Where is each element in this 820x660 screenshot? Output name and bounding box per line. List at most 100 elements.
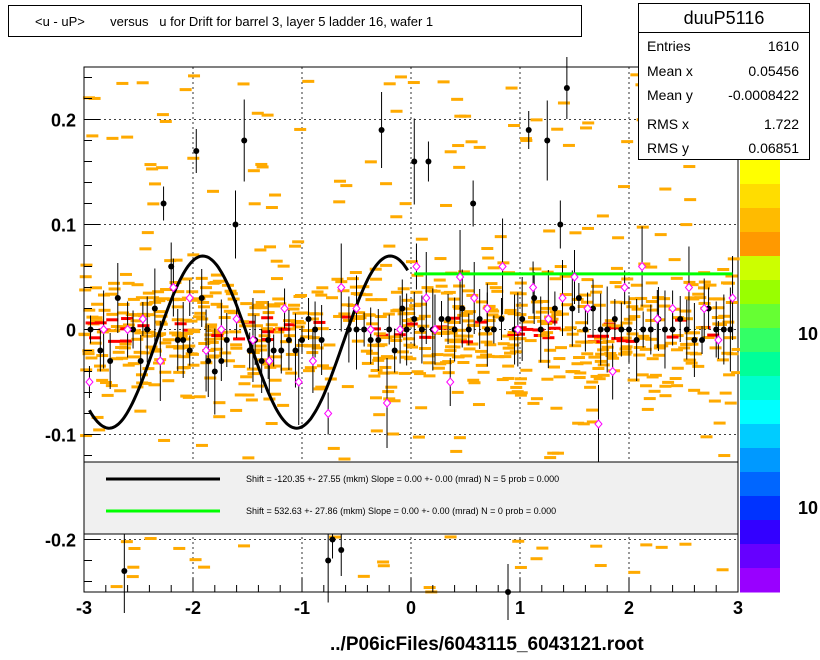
- hist-cell: [514, 377, 527, 381]
- hist-cell: [457, 270, 470, 274]
- hist-cell: [82, 352, 95, 356]
- z-axis-label: 10: [798, 324, 818, 344]
- hist-cell: [639, 347, 652, 351]
- hist-cell: [502, 364, 515, 368]
- data-point-magenta: [85, 377, 94, 387]
- hist-cell: [112, 350, 125, 354]
- hist-cell: [509, 291, 522, 295]
- data-point-magenta: [498, 261, 507, 272]
- hist-cell: [148, 182, 161, 186]
- hist-cell: [160, 288, 173, 292]
- hist-cell: [461, 334, 474, 338]
- hist-cell: [577, 304, 590, 308]
- hist-cell: [368, 374, 381, 378]
- color-scale-band: [740, 448, 780, 473]
- hist-cell: [671, 384, 684, 388]
- hist-cell: [204, 376, 217, 380]
- hist-cell: [125, 313, 138, 317]
- hist-cell: [499, 355, 512, 359]
- hist-cell: [242, 393, 255, 397]
- stats-row-mean-y: Mean y -0.0008422: [639, 83, 809, 107]
- data-point-black: [299, 337, 305, 343]
- hist-cell: [649, 373, 662, 377]
- hist-cell: [131, 283, 144, 287]
- hist-cell: [270, 277, 283, 281]
- hist-cell: [537, 319, 550, 323]
- stats-row-mean-x: Mean x 0.05456: [639, 59, 809, 83]
- data-point-black: [720, 326, 727, 333]
- hist-cell: [481, 247, 494, 251]
- hist-cell: [648, 389, 661, 393]
- hist-cell: [514, 326, 527, 330]
- hist-cell: [111, 357, 124, 361]
- hist-cell: [197, 300, 210, 304]
- hist-cell: [255, 300, 268, 304]
- data-point-black: [205, 358, 212, 364]
- hist-cell: [122, 323, 135, 327]
- hist-cell: [289, 244, 302, 248]
- hist-cell: [297, 311, 310, 315]
- hist-cell: [94, 321, 107, 325]
- hist-cell: [492, 315, 505, 319]
- data-point-magenta: [156, 356, 165, 366]
- data-point-black: [121, 568, 128, 574]
- hist-cell: [119, 272, 132, 276]
- hist-cell: [172, 290, 185, 294]
- hist-cell: [686, 342, 699, 346]
- hist-cell: [444, 535, 457, 539]
- hist-cell: [704, 283, 717, 287]
- hist-cell: [694, 296, 707, 300]
- hist-cell: [247, 169, 260, 173]
- hist-cell: [258, 334, 271, 338]
- stats-key: Mean x: [647, 63, 693, 79]
- hist-cell: [626, 305, 639, 309]
- hist-cell: [584, 385, 597, 389]
- data-point-black: [537, 326, 544, 333]
- hist-cell: [120, 540, 133, 544]
- hist-cell: [390, 215, 403, 219]
- hist-cell: [586, 408, 599, 412]
- data-point-black: [490, 326, 497, 333]
- hist-cell: [142, 291, 155, 295]
- data-point-black: [114, 295, 121, 301]
- data-point-black: [144, 326, 151, 333]
- hist-cell: [256, 165, 269, 169]
- hist-cell: [188, 74, 201, 78]
- hist-cell: [398, 371, 411, 375]
- hist-cell: [361, 361, 374, 365]
- data-point-black: [151, 305, 158, 312]
- hist-cell: [607, 326, 620, 330]
- hist-cell: [363, 313, 376, 317]
- hist-cell: [708, 399, 721, 403]
- hist-cell: [571, 362, 584, 366]
- data-point-black: [418, 326, 425, 333]
- hist-cell: [654, 233, 667, 237]
- hist-cell: [255, 162, 268, 166]
- hist-cell: [139, 247, 152, 251]
- hist-cell: [442, 371, 455, 375]
- hist-cell: [487, 266, 500, 270]
- hist-cell: [597, 363, 610, 367]
- hist-cell: [89, 341, 102, 345]
- hist-cell: [635, 296, 648, 300]
- hist-cell: [514, 381, 527, 385]
- hist-cell: [80, 368, 93, 372]
- hist-cell: [604, 319, 617, 323]
- hist-cell: [213, 415, 226, 419]
- hist-cell: [128, 355, 141, 359]
- hist-cell: [349, 270, 362, 274]
- color-scale-band: [740, 232, 780, 257]
- hist-cell: [272, 330, 285, 334]
- hist-cell: [142, 367, 155, 371]
- hist-cell: [725, 300, 738, 304]
- color-scale-band: [740, 520, 780, 545]
- hist-cell: [521, 327, 534, 331]
- hist-cell: [197, 305, 210, 309]
- data-point-magenta: [700, 303, 709, 314]
- hist-cell: [489, 286, 502, 290]
- data-point-magenta: [323, 408, 333, 419]
- hist-cell: [543, 229, 556, 233]
- data-point-magenta: [684, 282, 694, 293]
- data-point-magenta: [422, 293, 431, 303]
- data-point-magenta: [483, 303, 492, 314]
